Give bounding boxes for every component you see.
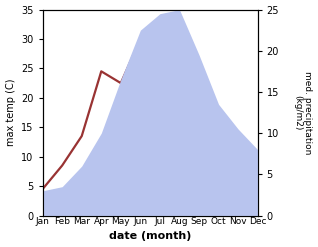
Y-axis label: med. precipitation
(kg/m2): med. precipitation (kg/m2) <box>293 71 313 154</box>
Y-axis label: max temp (C): max temp (C) <box>5 79 16 146</box>
X-axis label: date (month): date (month) <box>109 231 191 242</box>
